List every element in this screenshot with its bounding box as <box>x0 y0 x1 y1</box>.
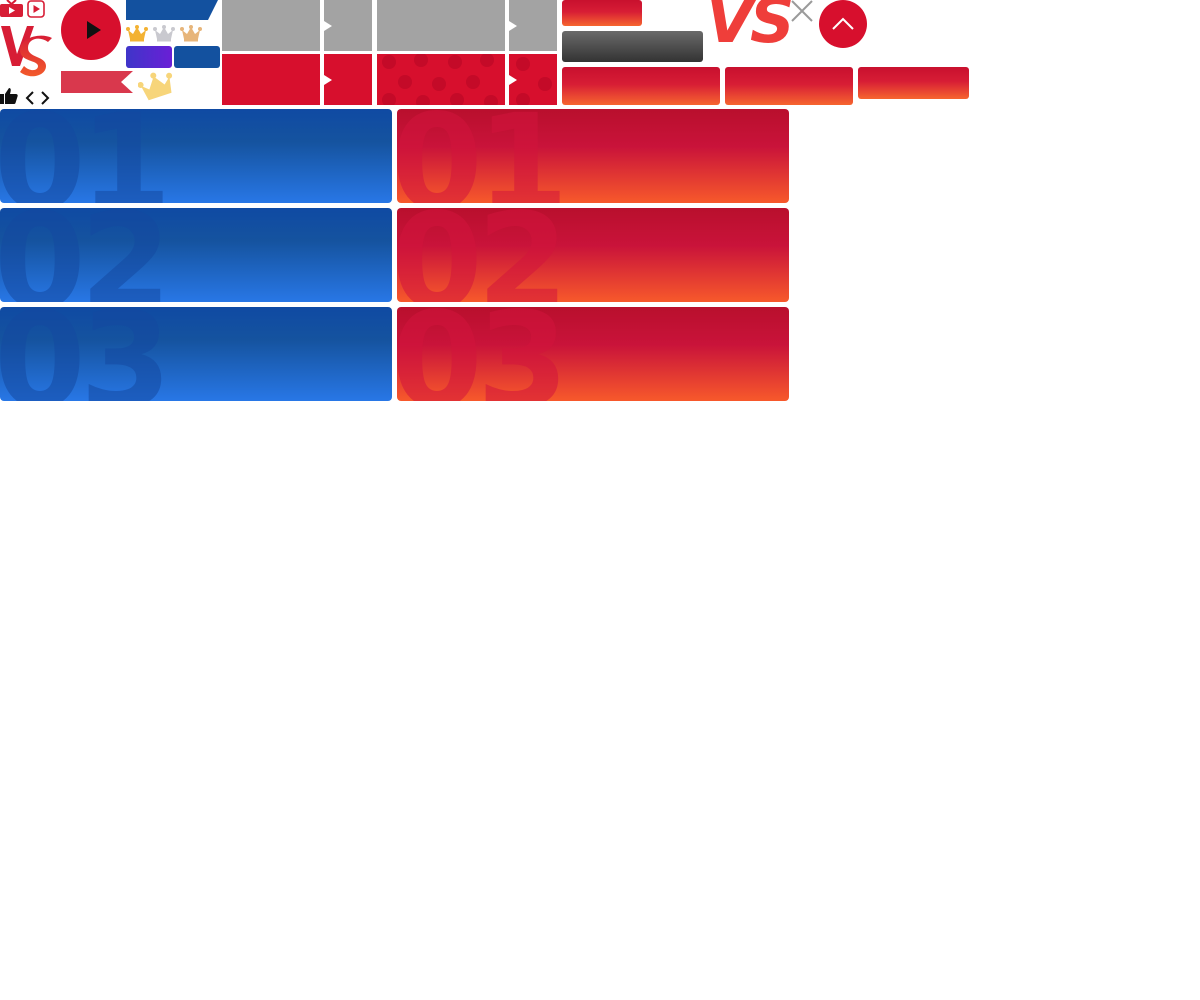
dark-button[interactable] <box>562 31 703 62</box>
vs-logo-large: VS <box>706 0 795 57</box>
rank-card-red-2[interactable]: 02 <box>397 208 789 302</box>
rank-number: 01 <box>397 109 569 203</box>
gray-tile-large <box>222 0 328 51</box>
chevron-up-icon <box>832 17 854 30</box>
rank-card-blue-2[interactable]: 02 <box>0 208 392 302</box>
play-circle-button[interactable] <box>61 0 121 60</box>
thumbs-up-icon[interactable] <box>0 87 18 105</box>
rank-card-blue-1[interactable]: 01 <box>0 109 392 203</box>
rank-number: 01 <box>0 109 172 203</box>
play-outline-icon[interactable] <box>27 0 45 18</box>
gray-tile-small <box>324 0 372 51</box>
scroll-top-button[interactable] <box>819 0 867 48</box>
chevron-left-icon[interactable] <box>24 91 36 105</box>
rank-card-red-3[interactable]: 03 <box>397 307 789 401</box>
rank-number: 03 <box>397 307 569 401</box>
ribbon-banner <box>61 71 133 93</box>
red-button-wide[interactable] <box>562 67 720 105</box>
blue-banner <box>126 0 218 20</box>
red-button-medium[interactable] <box>725 67 853 105</box>
red-pattern-tile-small <box>509 54 557 105</box>
rank-card-blue-3[interactable]: 03 <box>0 307 392 401</box>
crown-gold-tilted-icon <box>137 70 176 104</box>
rank-number: 03 <box>0 307 172 401</box>
crown-silver-icon <box>153 25 175 42</box>
rank-number: 02 <box>0 208 172 302</box>
close-icon[interactable] <box>789 0 815 24</box>
crown-gold-icon <box>126 25 148 42</box>
rank-card-red-1[interactable]: 01 <box>397 109 789 203</box>
tv-icon[interactable] <box>0 0 23 18</box>
blue-pill-button[interactable] <box>174 46 220 68</box>
crown-bronze-icon <box>180 25 202 42</box>
red-tile-large <box>222 54 320 105</box>
gray-tile-large-2 <box>377 0 505 51</box>
brand-logo <box>0 20 56 82</box>
chevron-right-icon[interactable] <box>39 91 51 105</box>
purple-pill-button[interactable] <box>126 46 172 68</box>
rank-number: 02 <box>397 208 569 302</box>
red-button-small[interactable] <box>562 0 642 26</box>
red-pattern-tile <box>377 54 505 105</box>
play-circle-icon <box>87 21 101 39</box>
red-button-short[interactable] <box>858 67 969 99</box>
red-tile-small <box>324 54 372 105</box>
gray-tile-small-2 <box>509 0 557 51</box>
